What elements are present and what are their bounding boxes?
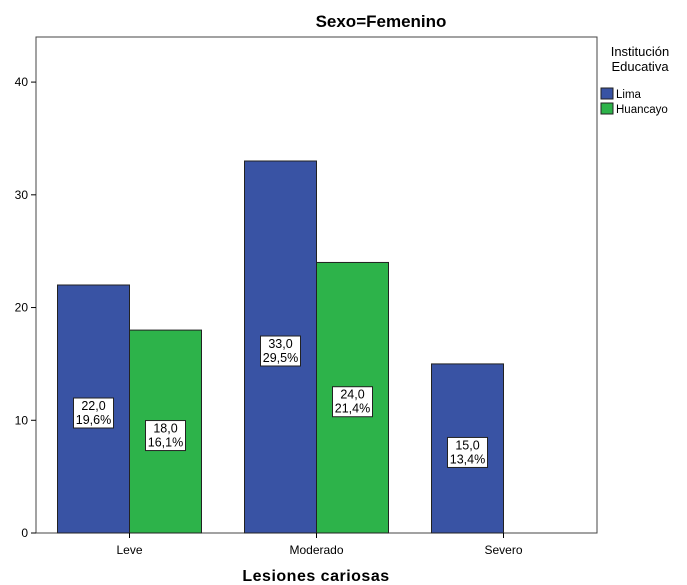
legend-title: Educativa xyxy=(611,59,669,74)
data-label-box xyxy=(145,420,186,452)
data-label-percent: 16,1% xyxy=(148,436,183,450)
x-tick-label: Severo xyxy=(484,543,522,557)
x-tick-label: Moderado xyxy=(289,543,343,557)
data-label-box xyxy=(447,436,488,468)
legend-swatch xyxy=(600,87,614,100)
legend-entry: Huancayo xyxy=(616,104,668,116)
data-label-value: 22,0 xyxy=(81,399,105,413)
x-axis-label: Lesiones cariosas xyxy=(242,568,389,585)
chart-title: Sexo=Femenino xyxy=(316,12,447,31)
y-tick-label: 30 xyxy=(15,188,29,202)
y-tick-label: 0 xyxy=(21,526,28,540)
legend-entry: Lima xyxy=(616,89,642,101)
data-label-value: 33,0 xyxy=(268,337,292,351)
y-tick-label: 40 xyxy=(15,75,29,89)
data-label-percent: 13,4% xyxy=(450,452,485,466)
data-label-value: 18,0 xyxy=(153,422,177,436)
x-tick-label: Leve xyxy=(116,543,142,557)
data-label-value: 24,0 xyxy=(340,388,364,402)
data-label-box xyxy=(332,386,373,418)
data-label-percent: 29,5% xyxy=(263,351,298,365)
bars: 22,019,6% 18,016,1% 33,029,5% 24,021,4% 15,0… xyxy=(57,160,504,534)
y-axis: 0 10 20 30 40 xyxy=(15,75,36,540)
legend-swatch xyxy=(600,102,614,115)
data-label-percent: 21,4% xyxy=(335,402,370,416)
x-axis: Leve Moderado Severo xyxy=(116,533,523,557)
data-label-box xyxy=(260,335,301,367)
data-label-percent: 19,6% xyxy=(76,413,111,427)
data-label-value: 15,0 xyxy=(455,438,479,452)
y-tick-label: 20 xyxy=(15,301,29,315)
y-tick-label: 10 xyxy=(15,413,29,427)
legend-title: Institución xyxy=(611,44,670,59)
data-label-box xyxy=(73,397,114,429)
